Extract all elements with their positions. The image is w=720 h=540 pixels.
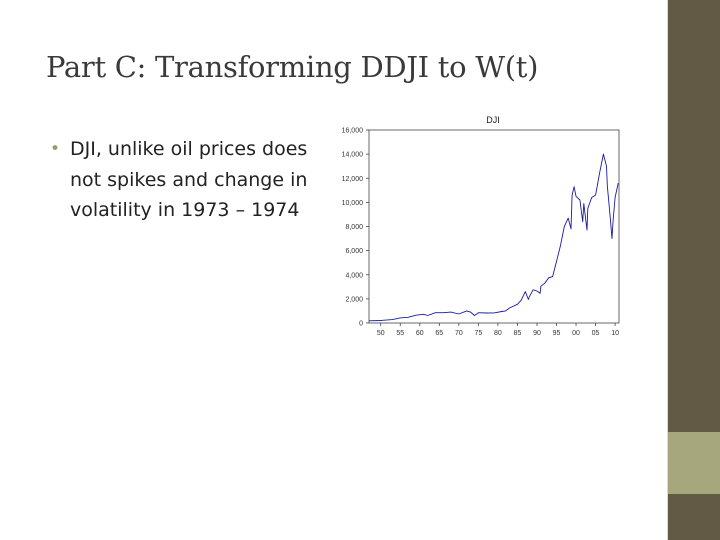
x-tick-label: 55 [396, 330, 404, 337]
y-tick-label: 2,000 [345, 296, 363, 303]
chart-panel: DJI 0 2,000 4,000 6,000 8,000 10,000 12,000 14,… [316, 97, 636, 345]
x-tick-label: 90 [533, 330, 541, 337]
y-tick-label: 4,000 [345, 272, 363, 279]
bullet-dot-icon: • [50, 139, 61, 159]
y-tick-label: 14,000 [342, 152, 364, 159]
dji-line-chart: DJI 0 2,000 4,000 6,000 8,000 10,000 12,000 14,… [342, 115, 620, 337]
x-tick-label: 65 [435, 330, 443, 337]
x-tick-label: 80 [494, 330, 502, 337]
y-tick-label: 12,000 [342, 176, 364, 183]
chart-title: DJI [486, 115, 500, 125]
x-tick-label: 50 [377, 330, 385, 337]
x-tick-label: 00 [572, 330, 580, 337]
bullet-item: • DJI, unlike oil prices does not spikes… [50, 134, 320, 226]
y-tick-label: 8,000 [345, 224, 363, 231]
x-tick-label: 85 [514, 330, 522, 337]
y-tick-label: 6,000 [345, 248, 363, 255]
plot-frame [368, 129, 620, 324]
series-line-dji [368, 153, 619, 322]
x-tick-label: 95 [553, 330, 561, 337]
sidebar-accent-block [668, 432, 720, 494]
x-tick-label: 70 [455, 330, 463, 337]
y-tick-label: 0 [359, 321, 363, 328]
y-tick-label: 16,000 [342, 128, 364, 135]
x-tick-label: 10 [611, 330, 619, 337]
slide: Part C: Transforming DDJI to W(t) • DJI,… [46, 0, 668, 540]
y-tick-label: 10,000 [342, 200, 364, 207]
x-tick-label: 60 [416, 330, 424, 337]
y-axis: 0 2,000 4,000 6,000 8,000 10,000 12,000 14,000 1… [342, 128, 369, 328]
x-tick-label: 05 [592, 330, 600, 337]
x-tick-label: 75 [474, 330, 482, 337]
x-axis: 50 55 60 65 70 75 80 85 90 95 00 05 10 [377, 323, 619, 337]
slide-title: Part C: Transforming DDJI to W(t) [46, 50, 539, 84]
bullet-text: DJI, unlike oil prices does not spikes a… [70, 138, 308, 221]
bullet-list: • DJI, unlike oil prices does not spikes… [50, 134, 320, 226]
